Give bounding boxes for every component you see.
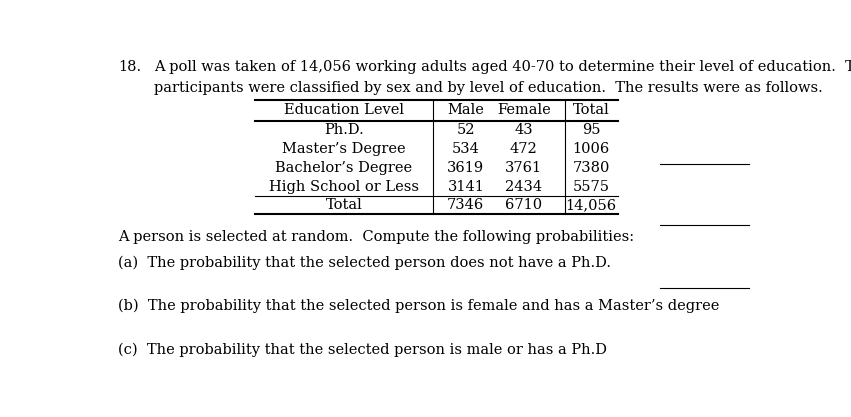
Text: 534: 534 xyxy=(452,142,480,156)
Text: Master’s Degree: Master’s Degree xyxy=(282,142,406,156)
Text: Male: Male xyxy=(448,103,484,117)
Text: (a)  The probability that the selected person does not have a Ph.D.: (a) The probability that the selected pe… xyxy=(118,256,611,270)
Text: 14,056: 14,056 xyxy=(566,198,617,212)
Text: 3619: 3619 xyxy=(448,161,484,175)
Text: 5575: 5575 xyxy=(573,180,609,194)
Text: 1006: 1006 xyxy=(573,142,610,156)
Text: Ph.D.: Ph.D. xyxy=(324,123,363,137)
Text: participants were classified by sex and by level of education.  The results were: participants were classified by sex and … xyxy=(154,80,823,95)
Text: 7380: 7380 xyxy=(573,161,610,175)
Text: Total: Total xyxy=(573,103,609,117)
Text: Female: Female xyxy=(497,103,551,117)
Text: 95: 95 xyxy=(582,123,600,137)
Text: 43: 43 xyxy=(515,123,534,137)
Text: 3761: 3761 xyxy=(505,161,542,175)
Text: (b)  The probability that the selected person is female and has a Master’s degre: (b) The probability that the selected pe… xyxy=(118,299,720,313)
Text: 6710: 6710 xyxy=(505,198,542,212)
Text: (c)  The probability that the selected person is male or has a Ph.D: (c) The probability that the selected pe… xyxy=(118,342,608,357)
Text: A person is selected at random.  Compute the following probabilities:: A person is selected at random. Compute … xyxy=(118,230,634,244)
Text: 52: 52 xyxy=(457,123,475,137)
Text: Bachelor’s Degree: Bachelor’s Degree xyxy=(275,161,413,175)
Text: High School or Less: High School or Less xyxy=(269,180,419,194)
Text: Total: Total xyxy=(325,198,363,212)
Text: A poll was taken of 14,056 working adults aged 40-70 to determine their level of: A poll was taken of 14,056 working adult… xyxy=(154,60,851,74)
Text: 3141: 3141 xyxy=(448,180,484,194)
Text: 472: 472 xyxy=(510,142,538,156)
Text: 7346: 7346 xyxy=(447,198,484,212)
Text: Education Level: Education Level xyxy=(283,103,404,117)
Text: 18.: 18. xyxy=(118,60,141,74)
Text: 2434: 2434 xyxy=(505,180,542,194)
